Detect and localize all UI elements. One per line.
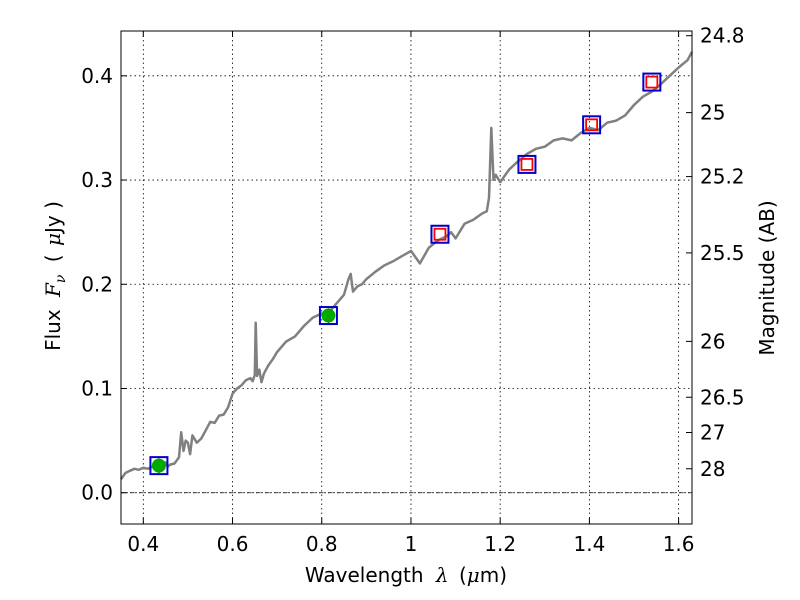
y2-tick-label: 28 bbox=[700, 457, 725, 481]
y2-tick-label: 26.5 bbox=[700, 385, 745, 409]
x-tick-label: 1.4 bbox=[573, 532, 605, 556]
photometry-point bbox=[151, 458, 166, 473]
axes-frame bbox=[120, 30, 693, 525]
y-tick-label: 0.0 bbox=[81, 481, 113, 505]
y-axis-label-unit-open: ( bbox=[41, 254, 65, 262]
model-square-red bbox=[520, 158, 534, 171]
x-axis-ticks: 0.4 0.6 0.8 1 1.2 1.4 1.6 bbox=[127, 31, 695, 556]
y-axis-label-symbol: F bbox=[41, 282, 65, 298]
y2-tick-label: 25.2 bbox=[700, 165, 745, 189]
x-axis-label-symbol: λ bbox=[435, 563, 449, 587]
x-tick-label: 1.2 bbox=[484, 532, 516, 556]
model-square-blue bbox=[642, 72, 662, 92]
y2-axis-ticks: 24.8 25 25.2 25.5 26 26.5 27 28 bbox=[686, 24, 745, 481]
y2-tick-label: 25 bbox=[700, 101, 725, 125]
x-axis-label-text: Wavelength bbox=[305, 563, 424, 587]
x-axis-label: Wavelength λ (μm) bbox=[305, 563, 507, 587]
x-tick-label: 0.6 bbox=[217, 532, 249, 556]
y-axis-label-text: Flux bbox=[41, 309, 65, 351]
x-tick-label: 1 bbox=[405, 532, 418, 556]
y-tick-label: 0.2 bbox=[81, 272, 113, 296]
x-axis-label-unit-mu: μ bbox=[467, 563, 480, 587]
y2-tick-label: 27 bbox=[700, 420, 725, 444]
model-square-blue bbox=[582, 115, 602, 135]
y2-tick-label: 25.5 bbox=[700, 241, 745, 265]
x-tick-label: 0.4 bbox=[127, 532, 159, 556]
photometry-point bbox=[321, 308, 336, 323]
model-square-red bbox=[433, 227, 447, 241]
y-tick-label: 0.3 bbox=[81, 168, 113, 192]
y-axis-label: Flux Fν ( μJy ) bbox=[41, 201, 70, 351]
x-axis-label-unit-rest: m) bbox=[480, 563, 507, 587]
model-square-blue bbox=[430, 224, 450, 244]
plot-area bbox=[119, 51, 694, 480]
grid bbox=[121, 31, 692, 524]
y-tick-label: 0.1 bbox=[81, 377, 113, 401]
x-tick-label: 1.6 bbox=[663, 532, 695, 556]
model-square-red bbox=[645, 75, 659, 89]
y2-axis-label: Magnitude (AB) bbox=[755, 200, 779, 355]
model-square-blue bbox=[517, 154, 537, 174]
spectrum-line bbox=[119, 51, 694, 480]
y2-tick-label: 24.8 bbox=[700, 24, 745, 48]
y-axis-ticks: 0.0 0.1 0.2 0.3 0.4 bbox=[81, 64, 127, 505]
x-axis-label-unit-open: ( bbox=[459, 563, 467, 587]
model-square-red bbox=[585, 118, 599, 132]
model-square-blue bbox=[318, 306, 338, 326]
x-tick-label: 0.8 bbox=[306, 532, 338, 556]
y-axis-label-symbol-sub: ν bbox=[53, 274, 69, 283]
y2-tick-label: 26 bbox=[700, 329, 725, 353]
y-axis-label-unit-rest: Jy ) bbox=[41, 201, 65, 235]
y-axis-label-unit-mu: μ bbox=[41, 233, 65, 246]
model-square-blue bbox=[149, 456, 169, 476]
y-tick-label: 0.4 bbox=[81, 64, 113, 88]
